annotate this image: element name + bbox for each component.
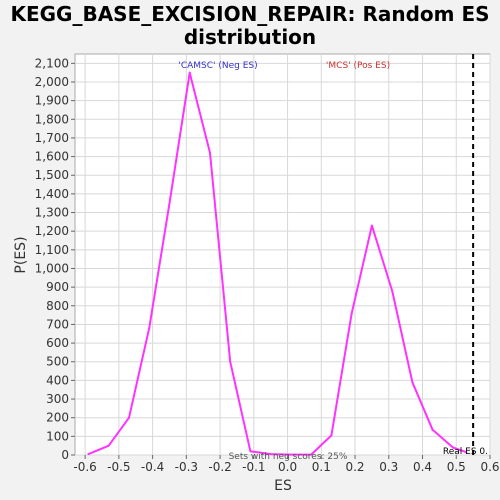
axis-ticks: -0.6 -0.5 -0.4 -0.3 -0.2 -0.1 0.0 0.1 0.2 0.3 0.4 0… (35, 56, 500, 474)
x-axis-label: ES (274, 478, 292, 494)
y-tick-label-4: 400 (46, 373, 69, 387)
y-tick-label-3: 300 (46, 392, 69, 406)
x-tick-label-6: 0.0 (278, 460, 297, 474)
data-point-9 (269, 453, 272, 456)
x-tick-label-5: -0.1 (242, 460, 265, 474)
data-point-6 (208, 151, 211, 154)
data-point-14 (370, 224, 373, 227)
x-tick-label-9: 0.3 (379, 460, 398, 474)
chart-title-line-1: KEGG_BASE_EXCISION_REPAIR: Random ES (10, 2, 489, 26)
y-tick-label-12: 1,200 (35, 224, 69, 238)
data-point-19 (465, 451, 468, 454)
pos-es-label: 'MCS' (Pos ES) (326, 61, 390, 71)
y-tick-label-0: 0 (61, 448, 69, 462)
y-tick-label-6: 600 (46, 336, 69, 350)
x-tick-label-8: 0.2 (345, 460, 364, 474)
data-point-17 (431, 428, 434, 431)
data-point-11 (310, 453, 313, 456)
series-line-0 (88, 71, 467, 456)
data-point-13 (350, 312, 353, 315)
y-tick-label-9: 900 (46, 280, 69, 294)
data-point-0 (87, 453, 90, 456)
y-tick-label-8: 800 (46, 299, 69, 313)
x-tick-label-3: -0.3 (175, 460, 198, 474)
y-tick-label-1: 100 (46, 429, 69, 443)
data-point-8 (249, 450, 252, 453)
data-point-16 (411, 381, 414, 384)
data-point-1 (107, 444, 110, 447)
y-tick-label-14: 1,400 (35, 187, 69, 201)
y-tick-label-5: 500 (46, 355, 69, 369)
y-tick-label-7: 700 (46, 317, 69, 331)
data-point-15 (391, 289, 394, 292)
y-tick-label-21: 2,100 (35, 56, 69, 70)
data-point-2 (127, 416, 130, 419)
x-tick-label-2: -0.4 (141, 460, 164, 474)
y-tick-label-13: 1,300 (35, 206, 69, 220)
data-point-10 (289, 453, 292, 456)
y-tick-label-20: 2,000 (35, 75, 69, 89)
y-axis-label: P(ES) (13, 236, 29, 273)
data-point-18 (451, 446, 454, 449)
y-tick-label-2: 200 (46, 411, 69, 425)
data-point-4 (168, 202, 171, 205)
y-tick-label-19: 1,900 (35, 94, 69, 108)
x-tick-label-1: -0.5 (107, 460, 130, 474)
neg-es-label: 'CAMSC' (Neg ES) (178, 61, 257, 71)
series-layer (87, 54, 475, 456)
real-es-label: Real ES 0. (443, 447, 488, 457)
data-point-5 (188, 71, 191, 74)
x-tick-label-11: 0.5 (447, 460, 466, 474)
y-tick-label-18: 1,800 (35, 112, 69, 126)
y-tick-label-11: 1,100 (35, 243, 69, 257)
data-point-12 (330, 434, 333, 437)
y-tick-label-10: 1,000 (35, 261, 69, 275)
x-tick-label-10: 0.4 (413, 460, 432, 474)
neg-scores-note: Sets with neg scores: 25% (229, 452, 348, 462)
y-tick-label-15: 1,500 (35, 168, 69, 182)
x-tick-label-0: -0.6 (73, 460, 96, 474)
plot-area (74, 53, 491, 456)
x-tick-label-7: 0.1 (312, 460, 331, 474)
y-tick-label-16: 1,600 (35, 150, 69, 164)
chart-title-line-2: distribution (184, 25, 316, 49)
y-tick-label-17: 1,700 (35, 131, 69, 145)
x-tick-label-12: 0.6 (480, 460, 499, 474)
data-point-3 (148, 327, 151, 330)
data-point-7 (229, 360, 232, 363)
x-tick-label-4: -0.2 (208, 460, 231, 474)
